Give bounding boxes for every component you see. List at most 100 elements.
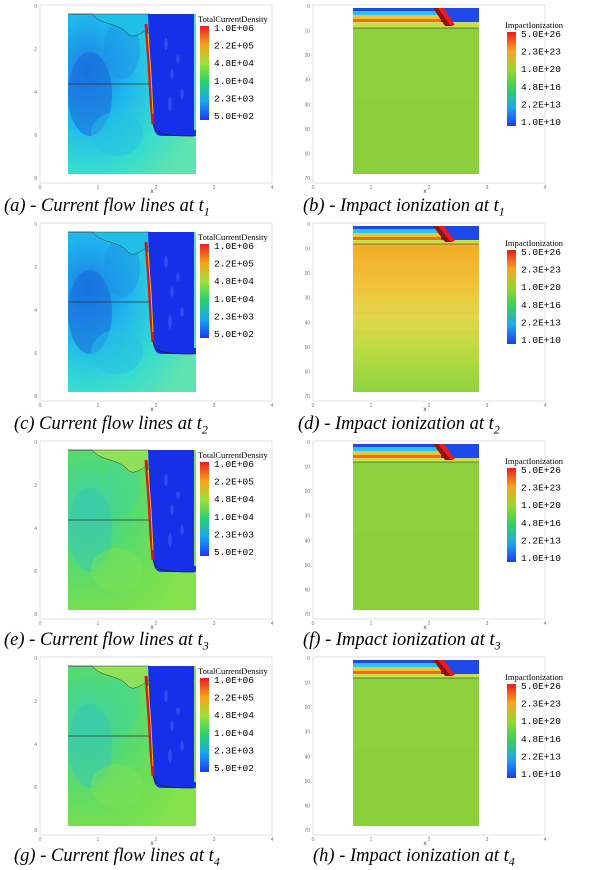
legend-title: ImpactIonization [505,672,564,682]
surface-layer [353,444,479,462]
panel-f-impact: 01234010203040506070xyImpactIonization5.… [305,440,585,630]
legend-label: 1.0E+06 [214,675,254,686]
x-tick-label: 4 [271,403,274,409]
y-tick-label: 0 [34,440,37,446]
y-tick-label: 40 [305,754,310,760]
y-tick-label: 40 [305,320,310,326]
legend-label: 1.0E+04 [214,76,254,87]
legend-label: 1.0E+10 [521,769,561,780]
legend-label: 1.0E+04 [214,294,254,305]
x-tick-label: 3 [486,837,489,843]
legend-label: 5.0E+02 [214,763,254,774]
legend-label: 4.8E+16 [521,518,561,529]
y-tick-label: 20 [305,489,310,495]
legend-label: 2.3E+23 [521,699,561,710]
legend-label: 5.0E+02 [214,329,254,340]
y-tick-label: 10 [305,681,310,687]
y-tick-label: 60 [305,803,310,809]
y-tick-label: 8 [34,828,37,834]
y-tick-label: 30 [305,296,310,302]
current-filament [144,23,155,125]
legend-label: 4.8E+16 [521,734,561,745]
legend-label: 2.2E+13 [521,751,561,762]
legend-colorbar [507,684,516,778]
legend-title: ImpactIonization [505,20,564,30]
y-tick-label: 70 [305,176,310,182]
caption-h: (h) - Impact ionization at t4 [313,846,515,869]
y-tick-label: 60 [305,587,310,593]
caption-e: (e) - Current flow lines at t3 [4,630,209,653]
surface-layer [353,8,479,28]
legend-label: 2.2E+05 [214,259,254,270]
x-tick-label: 4 [544,185,547,191]
legend-label: 5.0E+26 [521,247,561,258]
legend-label: 1.0E+06 [214,459,254,470]
legend-label: 4.8E+16 [521,82,561,93]
y-tick-label: 0 [34,4,37,10]
legend-label: 2.2E+05 [214,477,254,488]
legend-label: 2.2E+05 [214,41,254,52]
panel-a-current: 0123402468xyTotalCurrentDensity1.0E+062.… [32,4,312,194]
x-tick-label: 0 [39,185,42,191]
x-tick-label: 0 [39,621,42,627]
legend-colorbar [507,468,516,562]
y-tick-label: 10 [305,29,310,35]
x-tick-label: 2 [155,837,158,843]
y-tick-label: 70 [305,828,310,834]
x-tick-label: 2 [428,185,431,191]
legend-label: 1.0E+10 [521,117,561,128]
surface-layer [353,226,479,244]
legend-label: 1.0E+20 [521,500,561,511]
y-tick-label: 30 [305,514,310,520]
legend-label: 5.0E+26 [521,465,561,476]
legend-label: 1.0E+04 [214,512,254,523]
y-tick-label: 4 [34,308,37,314]
x-tick-label: 4 [544,403,547,409]
y-tick-label: 2 [34,483,37,489]
y-tick-label: 0 [307,222,310,228]
y-tick-label: 6 [34,351,37,357]
x-axis-label: x [150,840,154,846]
x-tick-label: 2 [428,837,431,843]
legend-label: 4.8E+04 [214,276,254,287]
legend-colorbar [507,32,516,126]
legend-label: 1.0E+06 [214,23,254,34]
legend-colorbar [200,678,209,772]
x-tick-label: 4 [544,621,547,627]
x-tick-label: 3 [486,403,489,409]
x-tick-label: 4 [544,837,547,843]
y-tick-label: 60 [305,151,310,157]
current-filament [144,241,155,343]
x-axis-label: x [150,406,154,412]
y-tick-label: 8 [34,612,37,618]
ionization-region [353,226,479,392]
y-tick-label: 50 [305,345,310,351]
legend-colorbar [200,462,209,556]
legend-label: 1.0E+04 [214,728,254,739]
y-tick-label: 0 [307,4,310,10]
legend-label: 2.2E+13 [521,317,561,328]
legend-label: 4.8E+16 [521,300,561,311]
x-axis-label: x [423,188,427,194]
y-tick-label: 30 [305,730,310,736]
y-tick-label: 0 [34,656,37,662]
surface-layer [353,660,479,678]
legend-title: TotalCurrentDensity [198,666,269,676]
x-axis-label: x [423,840,427,846]
x-tick-label: 1 [370,403,373,409]
x-tick-label: 3 [213,621,216,627]
legend-label: 2.3E+23 [521,47,561,58]
x-axis-label: x [423,624,427,630]
x-tick-label: 1 [97,403,100,409]
x-tick-label: 2 [428,621,431,627]
legend-title: ImpactIonization [505,456,564,466]
y-tick-label: 40 [305,102,310,108]
x-tick-label: 2 [428,403,431,409]
legend-label: 1.0E+20 [521,64,561,75]
legend-label: 2.2E+13 [521,535,561,546]
x-axis-label: x [423,406,427,412]
current-filament [144,459,155,561]
legend-title: ImpactIonization [505,238,564,248]
y-tick-label: 10 [305,465,310,471]
legend-label: 4.8E+04 [214,494,254,505]
